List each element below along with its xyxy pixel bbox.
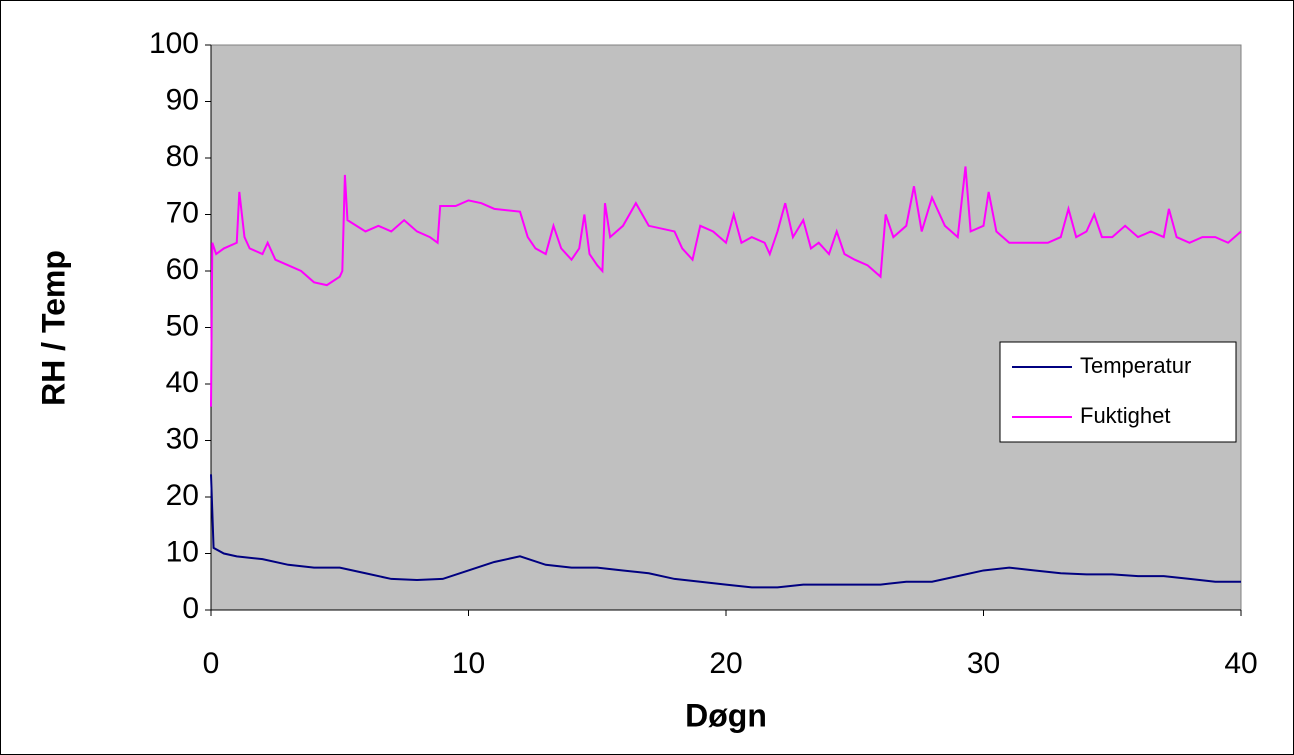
- x-tick-label: 10: [452, 647, 485, 680]
- x-tick-label: 20: [709, 647, 742, 680]
- y-tick-label: 10: [166, 535, 199, 568]
- x-tick-label: 30: [967, 647, 1000, 680]
- y-tick-label: 60: [166, 253, 199, 286]
- legend-label: Fuktighet: [1080, 403, 1171, 428]
- x-tick-label: 40: [1224, 647, 1257, 680]
- legend-label: Temperatur: [1080, 353, 1191, 378]
- x-axis-title: Døgn: [685, 697, 767, 733]
- y-tick-label: 30: [166, 422, 199, 455]
- y-tick-label: 40: [166, 366, 199, 399]
- legend-box: [999, 341, 1237, 443]
- series-line: [210, 166, 1242, 407]
- plot-area: [210, 44, 1242, 611]
- series-line: [210, 474, 1241, 589]
- y-tick-label: 90: [166, 83, 199, 116]
- y-tick-label: 70: [166, 196, 199, 229]
- y-tick-label: 100: [149, 27, 199, 60]
- y-tick-label: 0: [182, 592, 199, 625]
- y-tick-label: 80: [166, 140, 199, 173]
- y-tick-label: 50: [166, 309, 199, 342]
- y-tick-label: 20: [166, 479, 199, 512]
- x-tick-label: 0: [203, 647, 220, 680]
- y-axis-title: RH / Temp: [35, 250, 71, 406]
